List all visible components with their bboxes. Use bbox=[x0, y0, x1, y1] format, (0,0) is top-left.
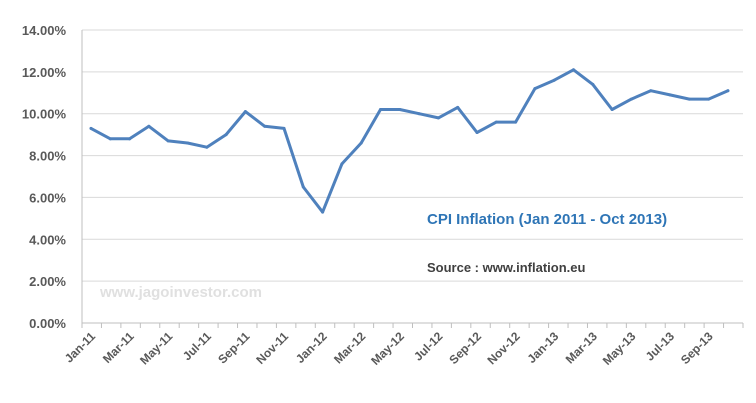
y-tick-label: 2.00% bbox=[29, 274, 66, 289]
data-point bbox=[128, 137, 132, 141]
y-tick-label: 4.00% bbox=[29, 232, 66, 247]
data-point bbox=[340, 162, 344, 166]
data-point bbox=[572, 68, 575, 72]
data-point bbox=[359, 141, 363, 145]
x-tick-label: Nov-11 bbox=[253, 329, 291, 367]
chart-title: CPI Inflation (Jan 2011 - Oct 2013) bbox=[427, 211, 667, 228]
data-point bbox=[726, 89, 730, 93]
y-tick-label: 6.00% bbox=[29, 190, 66, 205]
axes bbox=[81, 30, 743, 324]
data-point bbox=[456, 105, 460, 109]
x-tick-label: Mar-12 bbox=[331, 329, 368, 366]
x-tick-label: Sep-11 bbox=[215, 329, 252, 366]
x-tick-label: Jan-11 bbox=[62, 329, 99, 366]
y-tick-label: 14.00% bbox=[22, 23, 67, 38]
data-point bbox=[629, 97, 633, 101]
data-point bbox=[494, 120, 498, 124]
data-point bbox=[147, 124, 151, 128]
y-tick-label: 10.00% bbox=[22, 107, 67, 122]
data-point bbox=[475, 131, 479, 135]
data-point bbox=[224, 133, 228, 137]
data-point bbox=[610, 108, 614, 112]
x-tick-label: Mar-11 bbox=[100, 329, 137, 366]
data-point bbox=[243, 110, 247, 114]
y-axis-ticks: 0.00% 2.00% 4.00% 6.00% 8.00% 10.00% 12.00% 14.… bbox=[22, 23, 67, 331]
x-tick-label: Jul-12 bbox=[411, 329, 446, 364]
data-point bbox=[186, 141, 189, 145]
x-tick-label: Sep-13 bbox=[678, 329, 716, 367]
data-point bbox=[379, 108, 382, 112]
x-tick-label: May-12 bbox=[368, 329, 407, 368]
series-line bbox=[89, 68, 730, 214]
y-tick-label: 0.00% bbox=[29, 316, 66, 331]
x-tick-label: May-13 bbox=[600, 329, 639, 368]
x-tick-label: May-11 bbox=[137, 329, 175, 367]
x-tick-label: Jul-13 bbox=[643, 329, 678, 364]
gridlines bbox=[82, 29, 743, 282]
x-tick-label: Sep-12 bbox=[446, 329, 484, 367]
series-cpi bbox=[89, 68, 730, 214]
y-tick-label: 12.00% bbox=[22, 65, 67, 80]
data-point bbox=[514, 120, 518, 124]
data-point bbox=[108, 137, 112, 141]
data-point bbox=[552, 78, 556, 82]
x-tick-label: Jan-13 bbox=[525, 329, 562, 366]
x-tick-label: Nov-12 bbox=[485, 329, 523, 367]
x-tick-label: Jan-12 bbox=[293, 329, 330, 366]
source-note: Source : www.inflation.eu bbox=[427, 260, 585, 275]
data-point bbox=[591, 82, 595, 86]
x-tick-label: Jul-11 bbox=[180, 329, 214, 363]
data-point bbox=[533, 87, 537, 91]
data-point bbox=[301, 185, 305, 189]
data-point bbox=[668, 93, 672, 97]
data-point bbox=[436, 116, 440, 120]
x-tick-label: Mar-13 bbox=[563, 329, 600, 366]
data-point bbox=[89, 126, 93, 130]
watermark: www.jagoinvestor.com bbox=[99, 284, 262, 301]
data-point bbox=[417, 112, 421, 116]
data-point bbox=[282, 126, 286, 130]
data-point bbox=[687, 97, 691, 101]
data-point bbox=[398, 108, 402, 112]
data-point bbox=[205, 145, 209, 149]
data-point bbox=[707, 97, 711, 101]
y-tick-label: 8.00% bbox=[29, 149, 66, 164]
data-point bbox=[649, 89, 653, 93]
data-point bbox=[166, 139, 170, 143]
data-point bbox=[321, 210, 325, 214]
data-point bbox=[263, 124, 267, 128]
x-axis-ticks: Jan-11 Mar-11 May-11 Jul-11 Sep-11 Nov-11 Jan-… bbox=[62, 323, 744, 368]
